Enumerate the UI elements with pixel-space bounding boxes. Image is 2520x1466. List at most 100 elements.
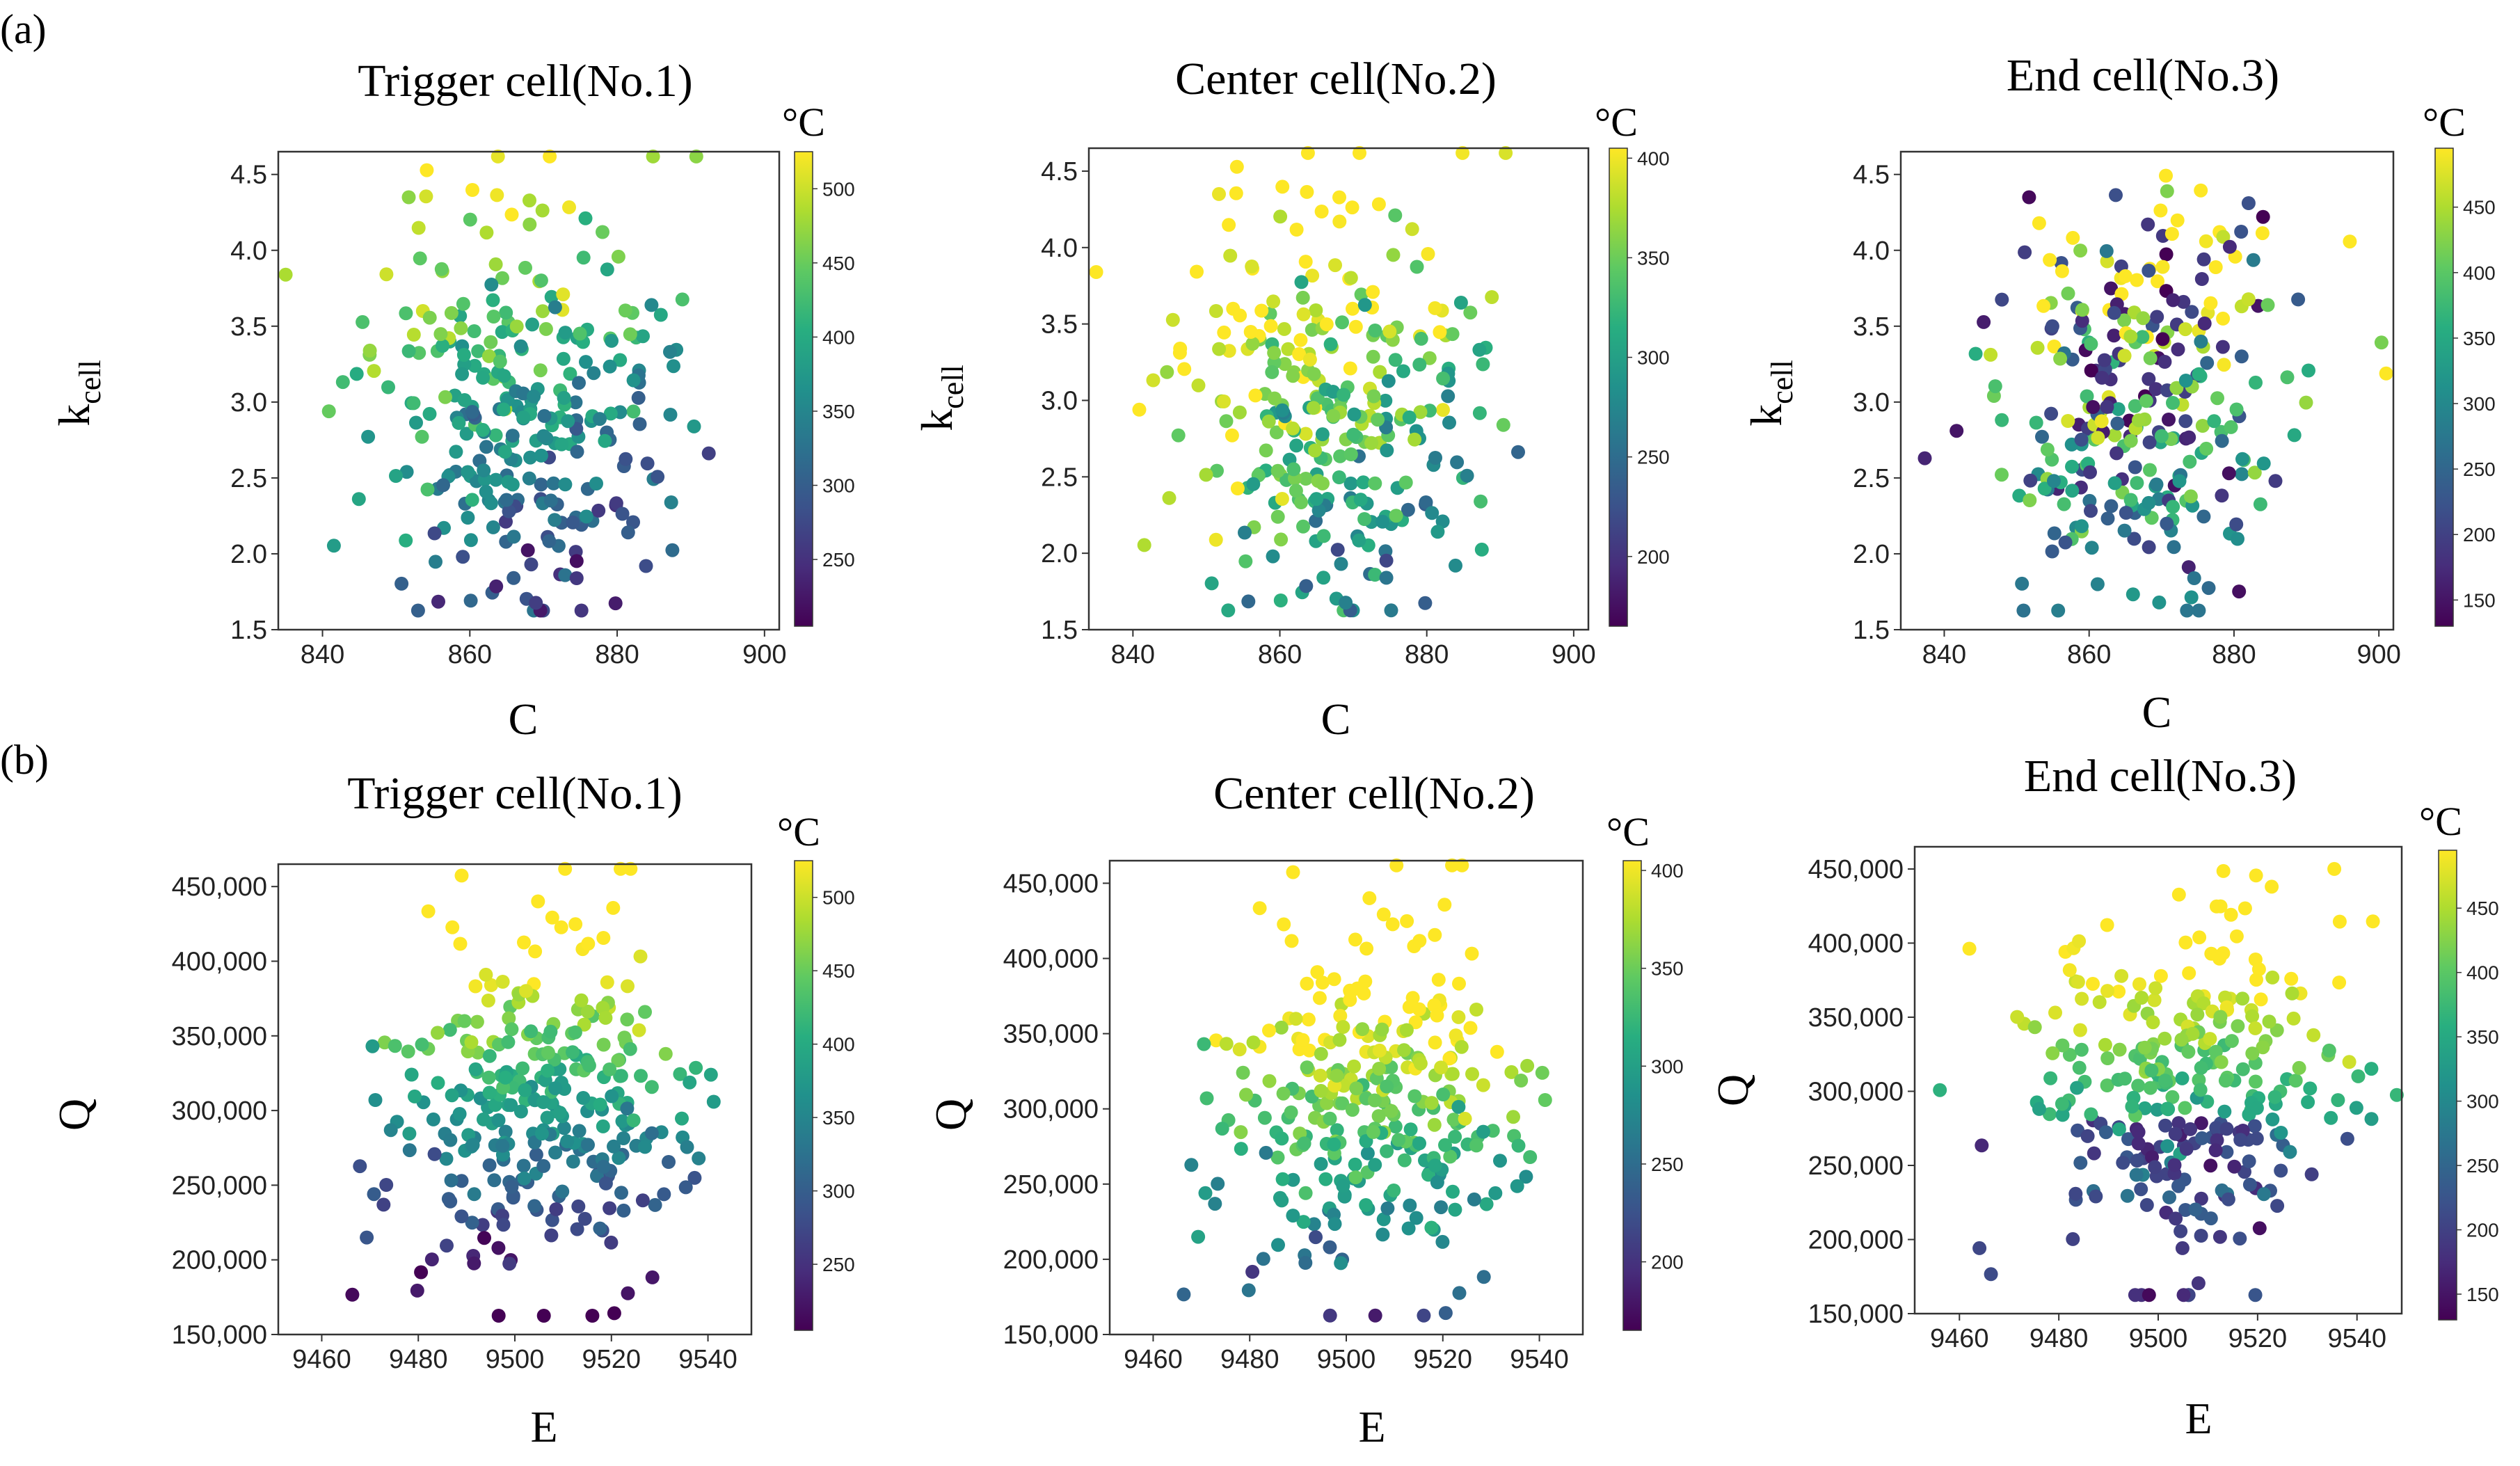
- data-point: [2221, 1192, 2235, 1206]
- data-point: [2178, 935, 2193, 950]
- data-point: [1403, 1198, 1417, 1213]
- y-axis-label-main: Q: [49, 1099, 99, 1131]
- data-point: [489, 579, 504, 593]
- data-point: [1246, 1035, 1261, 1050]
- y-tick-label: 450,000: [1003, 869, 1099, 898]
- data-point: [1306, 401, 1321, 415]
- data-point: [2118, 1071, 2132, 1086]
- data-point: [2178, 374, 2193, 388]
- data-point: [2107, 476, 2122, 491]
- data-point: [408, 1089, 422, 1104]
- data-point: [1977, 314, 1991, 329]
- data-point: [566, 1045, 580, 1060]
- y-tick-label: 3.0: [1041, 386, 1078, 415]
- data-point: [389, 469, 403, 483]
- data-point: [504, 207, 519, 222]
- data-point: [1384, 1104, 1398, 1118]
- data-point: [1387, 1184, 1401, 1197]
- data-point: [383, 1123, 398, 1138]
- data-point: [498, 1124, 513, 1139]
- data-point: [2199, 441, 2214, 456]
- data-point: [1430, 1175, 1444, 1190]
- data-point: [2112, 1122, 2126, 1137]
- data-point: [2100, 254, 2114, 269]
- data-point: [1273, 209, 1288, 224]
- data-point: [2166, 396, 2180, 410]
- data-point: [1412, 1136, 1426, 1151]
- data-point: [442, 1023, 457, 1037]
- data-point: [2073, 1023, 2087, 1037]
- data-point: [2154, 429, 2169, 443]
- data-point: [2070, 1081, 2084, 1095]
- x-axis-label: E: [1358, 1402, 1385, 1451]
- data-point: [2187, 571, 2201, 585]
- data-point: [558, 326, 573, 340]
- data-point: [1397, 1153, 1412, 1168]
- data-point: [2032, 1101, 2046, 1116]
- data-point: [1452, 1286, 1467, 1300]
- data-point: [2183, 489, 2198, 504]
- data-point: [2117, 349, 2132, 363]
- data-point: [2188, 1202, 2203, 1217]
- scatter-points: [1917, 168, 2393, 618]
- data-point: [2073, 1156, 2088, 1170]
- data-point: [1294, 275, 1309, 289]
- data-point: [2128, 460, 2142, 475]
- colorbar-tick-label: 400: [2466, 962, 2499, 984]
- data-point: [1273, 593, 1288, 607]
- data-point: [1339, 596, 1353, 610]
- data-point: [2100, 918, 2114, 932]
- data-point: [689, 149, 703, 164]
- data-point: [2117, 313, 2132, 328]
- data-point: [1356, 475, 1371, 490]
- data-point: [1310, 965, 1325, 980]
- data-point: [1323, 1240, 1337, 1254]
- data-point: [431, 1076, 445, 1090]
- data-point: [701, 446, 716, 461]
- data-point: [1376, 1212, 1391, 1227]
- data-point: [611, 249, 625, 264]
- data-point: [1229, 159, 1244, 174]
- data-point: [2131, 1078, 2146, 1093]
- data-point: [1300, 145, 1315, 160]
- data-point: [581, 937, 596, 951]
- data-point: [1389, 858, 1404, 873]
- data-point: [1209, 532, 1223, 547]
- data-point: [2142, 435, 2157, 449]
- data-point: [1286, 865, 1300, 879]
- data-point: [2097, 353, 2112, 367]
- data-point: [1275, 1172, 1290, 1186]
- data-point: [581, 1138, 595, 1152]
- data-point: [1245, 337, 1260, 351]
- data-point: [1263, 319, 1278, 333]
- colorbar-tick-label: 150: [2463, 589, 2496, 611]
- data-point: [1271, 1238, 1285, 1252]
- chart-a3: End cell(No.3) 840 860 880 900 1.5 2.0 2.5 3.0 3.…: [1741, 50, 2496, 737]
- data-point: [1319, 317, 1334, 332]
- data-point: [502, 1257, 517, 1271]
- data-point: [2245, 1009, 2260, 1023]
- panel-a-label: (a): [0, 6, 47, 52]
- data-point: [1428, 1035, 1442, 1050]
- data-point: [455, 367, 470, 381]
- data-point: [1307, 1217, 1321, 1232]
- data-point: [2112, 1042, 2127, 1057]
- data-point: [2176, 294, 2191, 309]
- data-point: [2208, 1143, 2223, 1158]
- data-point: [1305, 323, 1319, 337]
- y-tick-label: 4.0: [230, 237, 267, 266]
- data-point: [611, 1053, 625, 1068]
- data-point: [2265, 879, 2279, 894]
- colorbar-tick-label: 400: [822, 1034, 855, 1055]
- colorbar: [2438, 850, 2457, 1321]
- data-point: [1345, 1103, 1359, 1117]
- data-point: [457, 393, 472, 407]
- data-point: [1472, 406, 1487, 420]
- data-point: [482, 1158, 497, 1172]
- data-point: [2116, 1156, 2130, 1170]
- data-point: [1397, 1043, 1411, 1058]
- colorbar-tick-label: 150: [2466, 1284, 2499, 1305]
- data-point: [490, 188, 504, 202]
- data-point: [1243, 325, 1258, 339]
- data-point: [626, 404, 641, 419]
